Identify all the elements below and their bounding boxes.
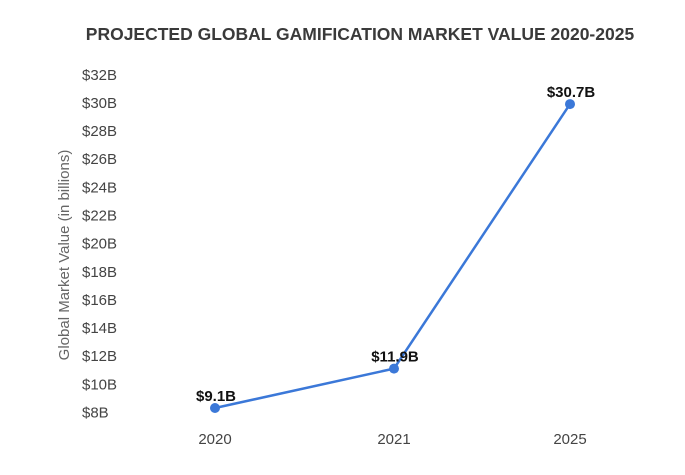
y-tick-label: $26B xyxy=(82,151,117,168)
y-tick-label: $32B xyxy=(82,67,117,84)
data-label: $30.7B xyxy=(547,84,596,101)
y-axis-label: Global Market Value (in billions) xyxy=(56,150,73,361)
y-tick-label: $10B xyxy=(82,376,117,393)
data-label: $9.1B xyxy=(196,388,236,405)
data-point[interactable] xyxy=(565,99,575,110)
y-tick-label: $18B xyxy=(82,264,117,281)
y-tick-label: $22B xyxy=(82,207,117,224)
chart-title: PROJECTED GLOBAL GAMIFICATION MARKET VAL… xyxy=(86,24,635,44)
y-tick-label: $8B xyxy=(82,404,109,421)
y-tick-label: $16B xyxy=(82,292,117,309)
data-label: $11.9B xyxy=(371,349,419,366)
data-point[interactable] xyxy=(389,363,399,374)
y-tick-label: $20B xyxy=(82,236,117,253)
x-tick-label: 2020 xyxy=(198,431,231,448)
y-tick-label: $28B xyxy=(82,123,117,140)
data-point[interactable] xyxy=(210,403,220,413)
y-tick-label: $12B xyxy=(82,348,117,365)
y-tick-label: $24B xyxy=(82,179,117,196)
y-tick-label: $14B xyxy=(82,320,117,337)
y-tick-label: $30B xyxy=(82,95,117,112)
x-tick-label: 2021 xyxy=(377,431,410,448)
x-tick-label: 2025 xyxy=(553,431,586,448)
